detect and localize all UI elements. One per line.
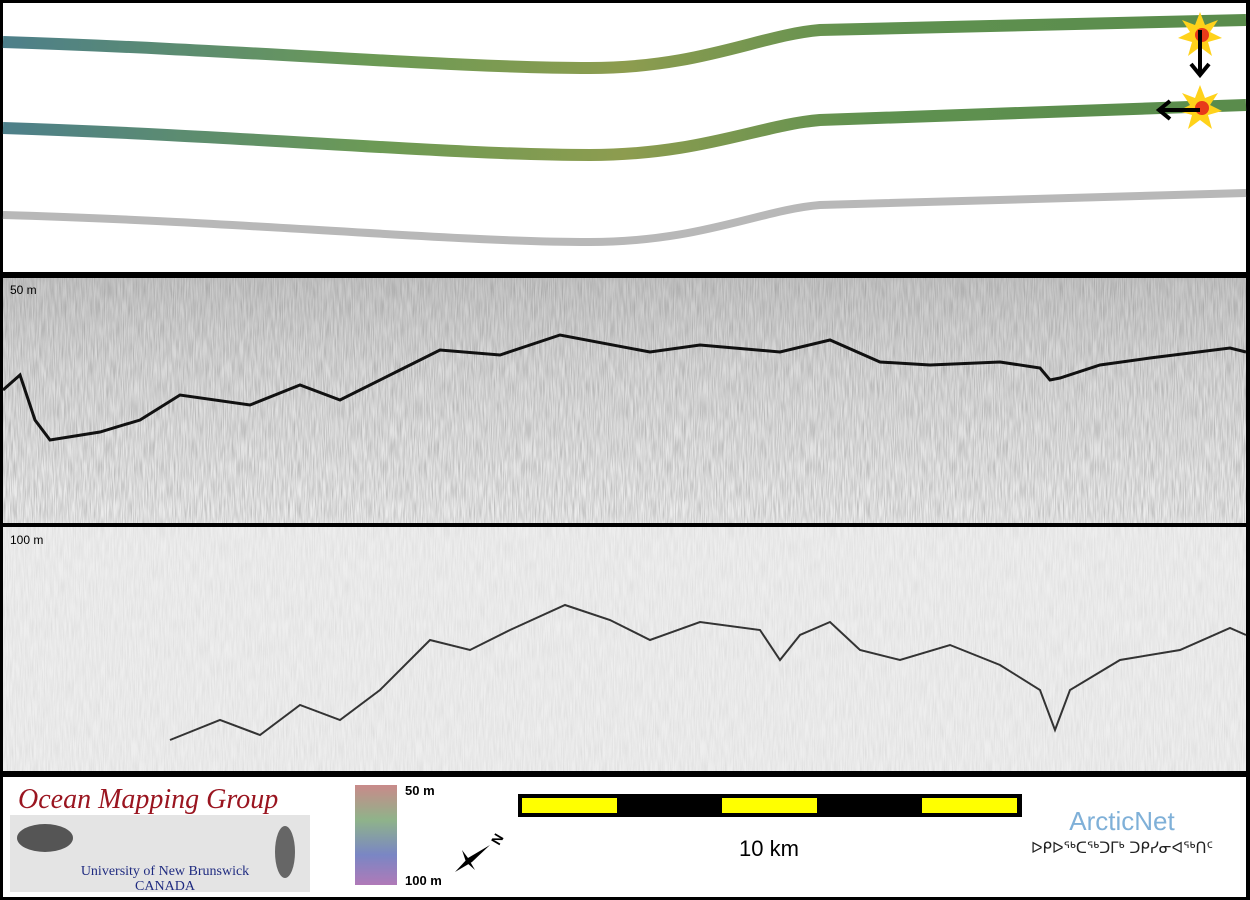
- scale-bar-segment: [922, 798, 1017, 813]
- depth-label: 50 m: [10, 283, 37, 297]
- scale-bar-segment: [522, 798, 617, 813]
- colorbar-label: 50 m: [405, 783, 435, 798]
- colorbar-label: 100 m: [405, 873, 442, 888]
- swath: [2, 14, 1247, 75]
- event-markers: [1155, 12, 1222, 129]
- scale-bar: 10 km: [518, 794, 1022, 861]
- logo-image: [17, 824, 73, 852]
- compass-needle: [455, 845, 490, 872]
- colorbar: [355, 785, 397, 885]
- scale-bar-label: 10 km: [739, 836, 799, 861]
- partner-name: ArcticNet: [1069, 806, 1175, 836]
- logo-country: CANADA: [135, 879, 196, 894]
- swath: [2, 99, 1247, 162]
- depth-label: 100 m: [10, 533, 43, 547]
- noise: [3, 527, 1246, 771]
- arrow: [1155, 99, 1200, 121]
- swaths: [2, 14, 1247, 247]
- swath: [2, 189, 1247, 247]
- logo-image: [275, 826, 295, 878]
- arrow: [1189, 30, 1211, 79]
- compass-needle: [462, 850, 475, 870]
- seafloor: [169, 603, 1247, 741]
- logo-university: University of New Brunswick: [81, 864, 249, 879]
- logo-title: Ocean Mapping Group: [18, 784, 278, 815]
- noise: [3, 278, 1246, 523]
- partner-name-inuktitut: ᐅᑭᐅᖅᑕᖅᑐᒥᒃ ᑐᑭᓯᓂᐊᖅᑎᑦ: [1031, 839, 1213, 857]
- scale-bar-segment: [722, 798, 817, 813]
- seafloor: [2, 333, 1247, 442]
